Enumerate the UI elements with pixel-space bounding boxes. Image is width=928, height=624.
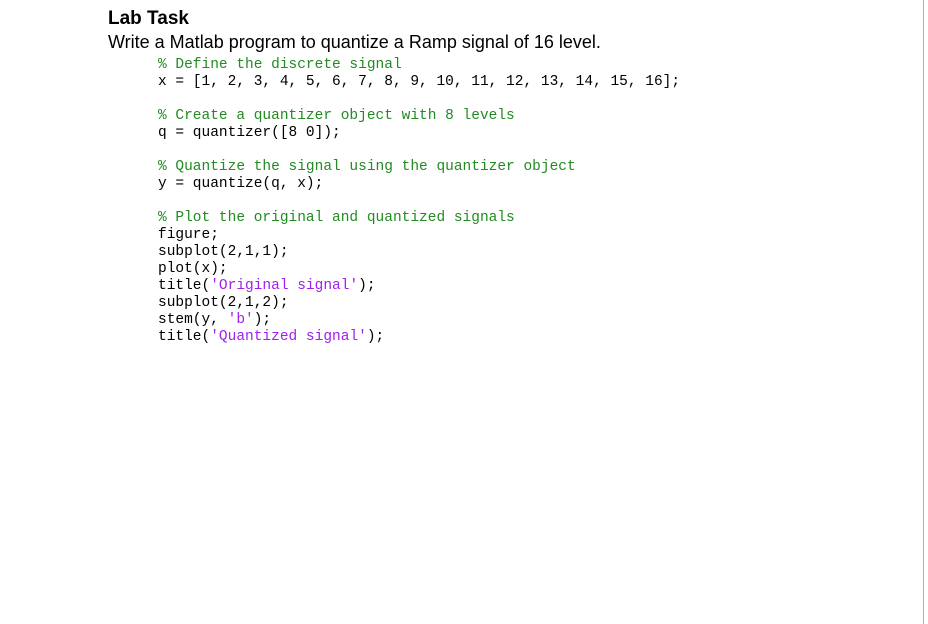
code-text: subplot(2,1,1);: [158, 244, 289, 260]
code-string: 'Quantized signal': [210, 329, 367, 345]
code-text: );: [254, 312, 271, 328]
code-text: title(: [158, 329, 210, 345]
task-description: Write a Matlab program to quantize a Ram…: [108, 32, 923, 53]
code-text: y = quantize(q, x);: [158, 176, 323, 192]
code-comment: % Define the discrete signal: [158, 57, 402, 73]
code-text: q = quantizer([8 0]);: [158, 125, 341, 141]
document-page: Lab Task Write a Matlab program to quant…: [0, 0, 924, 624]
code-text: subplot(2,1,2);: [158, 295, 289, 311]
code-text: figure;: [158, 227, 219, 243]
code-text: plot(x);: [158, 261, 228, 277]
code-comment: % Create a quantizer object with 8 level…: [158, 108, 515, 124]
code-text: );: [367, 329, 384, 345]
code-text: title(: [158, 278, 210, 294]
code-comment: % Plot the original and quantized signal…: [158, 210, 515, 226]
code-text: stem(y,: [158, 312, 228, 328]
page-title: Lab Task: [108, 8, 923, 30]
code-comment: % Quantize the signal using the quantize…: [158, 159, 576, 175]
code-text: );: [358, 278, 375, 294]
code-text: x = [1, 2, 3, 4, 5, 6, 7, 8, 9, 10, 11, …: [158, 74, 680, 90]
matlab-code-block: % Define the discrete signal x = [1, 2, …: [108, 57, 923, 346]
code-string: 'Original signal': [210, 278, 358, 294]
document-content: Lab Task Write a Matlab program to quant…: [0, 0, 923, 346]
code-string: 'b': [228, 312, 254, 328]
